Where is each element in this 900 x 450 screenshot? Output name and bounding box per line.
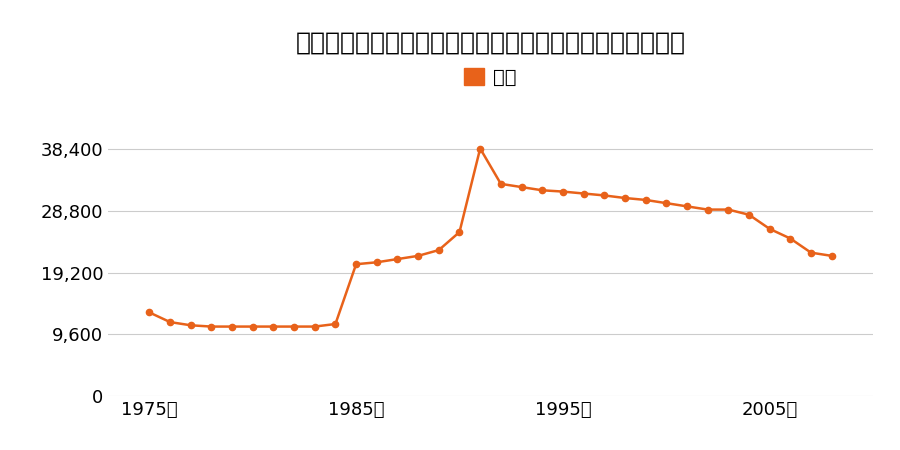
Title: 京都府相楽郡加茂町大字例幣小字石ケ辻６７番の地価推移: 京都府相楽郡加茂町大字例幣小字石ケ辻６７番の地価推移 xyxy=(295,31,686,54)
Legend: 価格: 価格 xyxy=(456,60,525,95)
